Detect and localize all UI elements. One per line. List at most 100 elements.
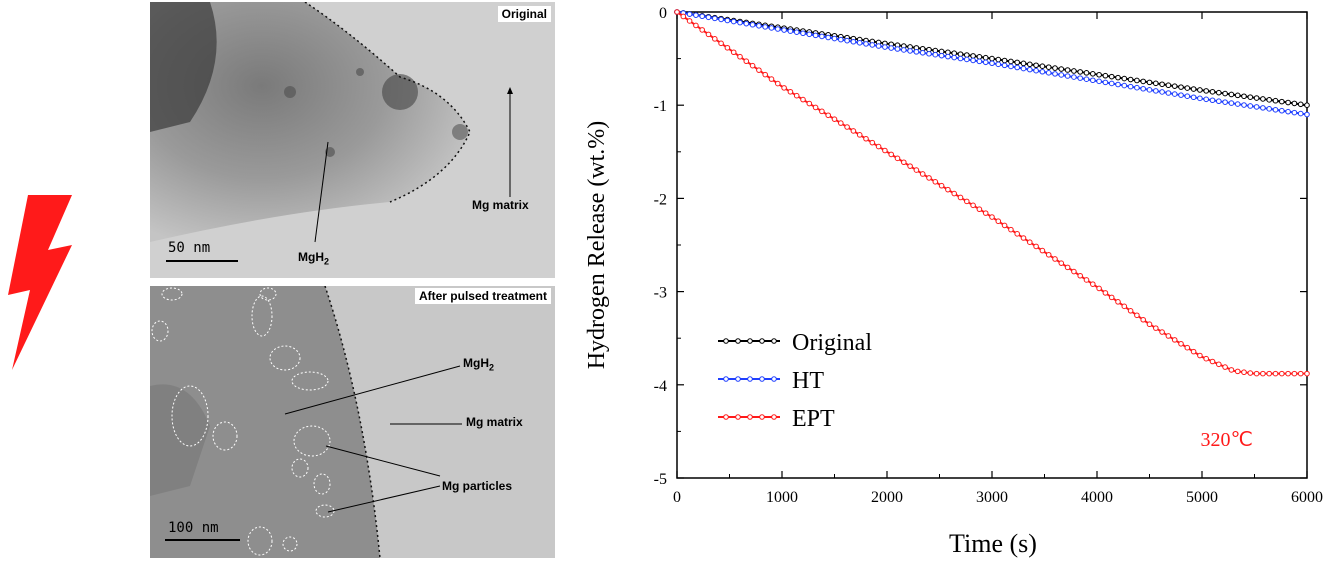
mg-particles-label: Mg particles xyxy=(442,479,513,493)
series-point-original xyxy=(1190,86,1197,92)
legend-marker-ept xyxy=(771,414,777,420)
legend-marker-ept xyxy=(759,414,765,420)
series-point-ht xyxy=(1209,97,1216,104)
series-point-original xyxy=(1272,97,1279,104)
series-point-ht xyxy=(875,43,882,49)
series-point-original xyxy=(1001,57,1008,64)
mgh2-label: MgH2 xyxy=(298,250,330,267)
series-point-ept xyxy=(762,71,768,78)
series-point-ht xyxy=(1216,98,1222,105)
series-point-ept xyxy=(1190,348,1197,355)
x-tick-label: 5000 xyxy=(1186,489,1218,506)
series-point-ept xyxy=(850,128,857,134)
scale-bar-label: 50 nm xyxy=(168,240,211,256)
x-axis-label: Time (s) xyxy=(949,529,1037,558)
series-point-original xyxy=(1102,72,1109,79)
series-point-ht xyxy=(781,27,787,33)
series-point-ht xyxy=(1234,101,1241,107)
legend-marker-original xyxy=(747,338,753,344)
series-point-original xyxy=(1083,70,1090,76)
series-point-original xyxy=(1033,62,1039,69)
series-point-ept xyxy=(793,92,800,99)
series-point-ept xyxy=(1197,352,1203,359)
series-point-ht xyxy=(1108,80,1115,87)
lightning-bolt-icon xyxy=(8,195,72,370)
series-point-ht xyxy=(693,12,699,18)
series-point-ht xyxy=(1121,82,1128,89)
series-point-ht xyxy=(844,37,850,44)
series-point-ht xyxy=(945,53,951,60)
series-point-ept xyxy=(1253,370,1260,377)
series-point-ept xyxy=(1209,358,1216,365)
series-point-original xyxy=(1197,87,1203,93)
series-point-ht xyxy=(1222,99,1228,105)
series-point-ept xyxy=(1140,316,1147,323)
series-point-original xyxy=(1171,83,1178,89)
series-point-ht xyxy=(1115,81,1121,88)
series-point-ht xyxy=(869,42,876,48)
series-point-ht xyxy=(1014,64,1021,71)
mg-matrix-label: Mg matrix xyxy=(472,198,529,212)
series-point-ept xyxy=(1115,299,1121,305)
series-point-ept xyxy=(844,124,850,130)
series-point-ept xyxy=(1228,367,1235,373)
x-tick-label: 6000 xyxy=(1291,489,1323,506)
series-point-ept xyxy=(775,80,781,87)
series-point-original xyxy=(1121,75,1128,82)
series-point-ht xyxy=(938,52,945,59)
series-point-ept xyxy=(1027,239,1033,246)
series-point-ept xyxy=(1064,264,1071,271)
series-point-ept xyxy=(756,67,762,73)
series-point-ept xyxy=(1058,260,1065,266)
series-point-ept xyxy=(1279,370,1285,377)
series-point-original xyxy=(1279,98,1285,105)
x-tick-label: 1000 xyxy=(766,489,798,506)
x-tick-label: 4000 xyxy=(1081,489,1113,506)
series-point-original xyxy=(1058,66,1065,72)
legend-marker-ht xyxy=(735,376,741,382)
series-point-ept xyxy=(1285,370,1291,377)
series-point-ept xyxy=(838,120,844,126)
series-point-original xyxy=(1234,92,1241,99)
series-point-ht xyxy=(768,25,775,31)
series-point-ht xyxy=(838,36,844,43)
series-point-ept xyxy=(730,49,737,56)
series-point-original xyxy=(1297,101,1304,108)
series-point-ht xyxy=(1228,100,1235,106)
series-point-ht xyxy=(730,18,737,25)
series-point-ht xyxy=(951,54,958,61)
series-point-ht xyxy=(724,17,731,24)
series-point-ht xyxy=(1184,93,1191,99)
series-point-original xyxy=(1285,99,1291,106)
y-axis-label: Hydrogen Release (wt.%) xyxy=(584,121,610,370)
series-point-ht xyxy=(1165,90,1172,96)
series-point-ept xyxy=(1171,337,1178,343)
series-point-ht xyxy=(856,40,863,46)
series-point-ept xyxy=(926,175,932,181)
series-point-ht xyxy=(1190,94,1197,101)
legend-marker-original xyxy=(771,338,777,344)
series-point-ept xyxy=(1184,344,1191,351)
y-tick-label: -4 xyxy=(654,378,667,395)
series-point-ept xyxy=(976,206,983,213)
series-point-ht xyxy=(1083,76,1090,82)
series-point-ht xyxy=(995,61,1002,68)
series-point-ept xyxy=(787,88,794,95)
series-point-ht xyxy=(1260,105,1266,111)
series-point-ht xyxy=(806,31,813,38)
series-point-ept xyxy=(894,155,901,162)
series-point-original xyxy=(976,54,983,60)
series-point-ept xyxy=(1020,235,1027,241)
series-point-ht xyxy=(1146,87,1153,93)
series-point-original xyxy=(1045,64,1052,70)
y-tick-label: -2 xyxy=(654,191,667,208)
scale-bar-label: 100 nm xyxy=(168,520,219,536)
series-point-original xyxy=(1140,78,1147,85)
series-point-ht xyxy=(1253,104,1260,110)
series-point-ht xyxy=(1027,66,1033,73)
temperature-annotation: 320℃ xyxy=(1201,429,1253,451)
series-point-ept xyxy=(743,58,750,65)
series-point-ht xyxy=(1071,74,1077,80)
series-point-original xyxy=(1291,100,1298,107)
series-point-ept xyxy=(737,53,743,60)
